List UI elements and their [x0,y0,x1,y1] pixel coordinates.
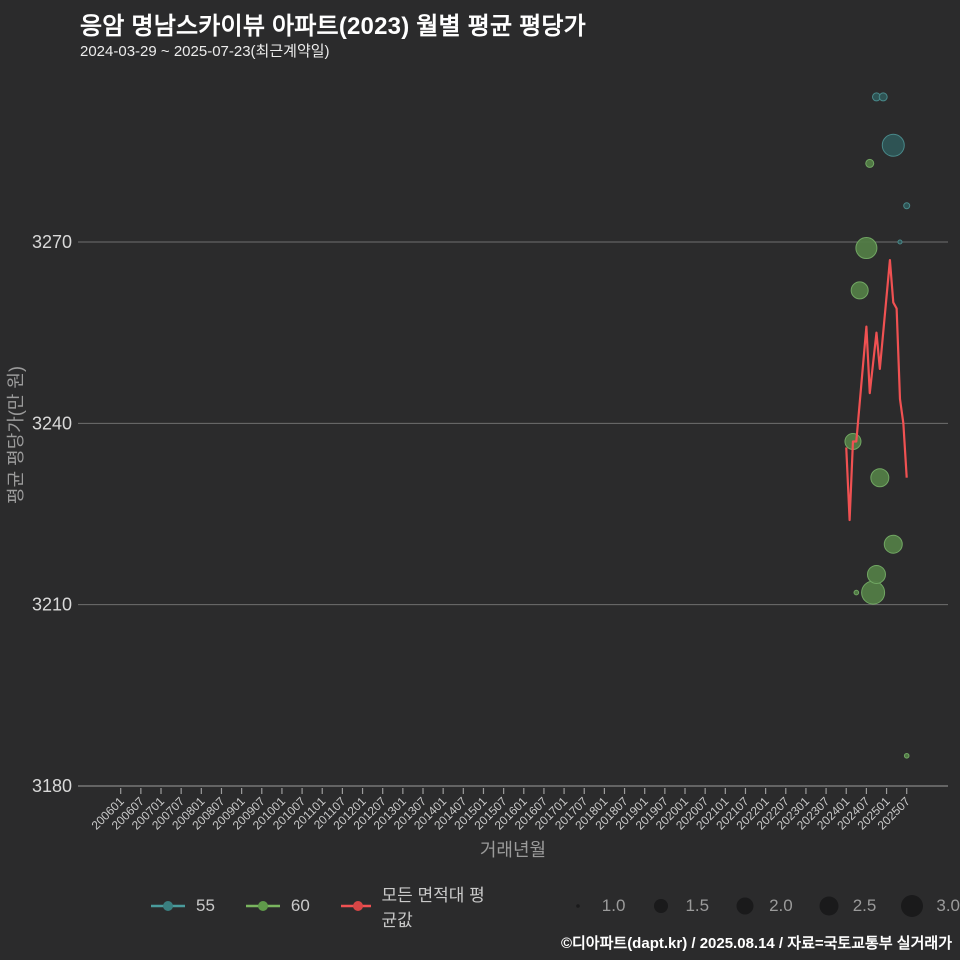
size-legend-label: 1.0 [601,896,626,915]
legend-label-55: 55 [196,896,215,915]
data-point-55 [878,92,888,102]
footer-credit: ©디아파트(dapt.kr) / 2025.08.14 / 자료=국토교통부 실… [560,935,952,952]
data-point-60 [883,534,903,554]
data-point-60 [865,158,875,168]
size-legend-item: 2.5 [817,894,877,918]
data-point-60 [850,281,869,300]
data-point-60 [866,564,886,584]
bubble-size-legend: 1.0 1.5 2.0 2.5 3.0 [542,894,960,918]
data-point-60 [903,752,910,759]
size-legend-item: 1.5 [649,894,709,918]
size-legend-label: 2.0 [769,896,793,915]
legend-label-60: 60 [290,896,310,915]
legend-item-60: 60 [245,896,310,916]
legend-label-avg: 모든 면적대 평균값 [381,886,485,930]
data-point-55 [903,202,911,210]
size-legend-item: 2.0 [733,894,793,918]
y-tick-label: 3240 [32,413,72,433]
size-legend-label: 1.5 [685,896,710,915]
size-legend-label: 3.0 [936,896,960,915]
y-axis-title: 평균 평당가(만 원) [6,366,26,504]
size-legend-circle-icon [819,896,839,916]
chart-legend: 55 60 모든 면적대 평균값 1.0 1.5 2.0 2.5 3.0 [150,886,960,930]
legend-item-55: 55 [150,896,215,916]
avg-line [845,259,908,522]
series-60-marker-icon [245,901,280,911]
size-legend-item: 1.0 [566,894,626,918]
series-55-marker-icon [151,901,185,911]
chart-title: 응암 명남스카이뷰 아파트(2023) 월별 평균 평당가 [80,13,586,40]
data-point-55 [897,239,903,245]
size-legend-label: 2.5 [852,896,877,915]
y-tick-label: 3270 [32,232,72,252]
x-axis-title: 거래년월 [480,840,546,860]
data-point-60 [853,589,860,596]
y-tick-label: 3210 [32,595,72,615]
size-legend-circle-icon [901,895,924,917]
data-point-55 [881,133,905,157]
data-point-60 [861,580,886,605]
avg-line-marker-icon [340,901,372,911]
size-legend-circle-icon [654,899,669,913]
chart-subtitle: 2024-03-29 ~ 2025-07-23(최근계약일) [80,43,330,60]
size-legend-circle-icon [575,904,580,908]
legend-item-avg: 모든 면적대 평균값 [340,881,500,931]
size-legend-item: 3.0 [900,894,960,918]
data-point-60 [855,237,878,260]
y-tick-label: 3180 [32,776,72,796]
data-point-60 [870,468,890,488]
size-legend-circle-icon [736,897,754,915]
